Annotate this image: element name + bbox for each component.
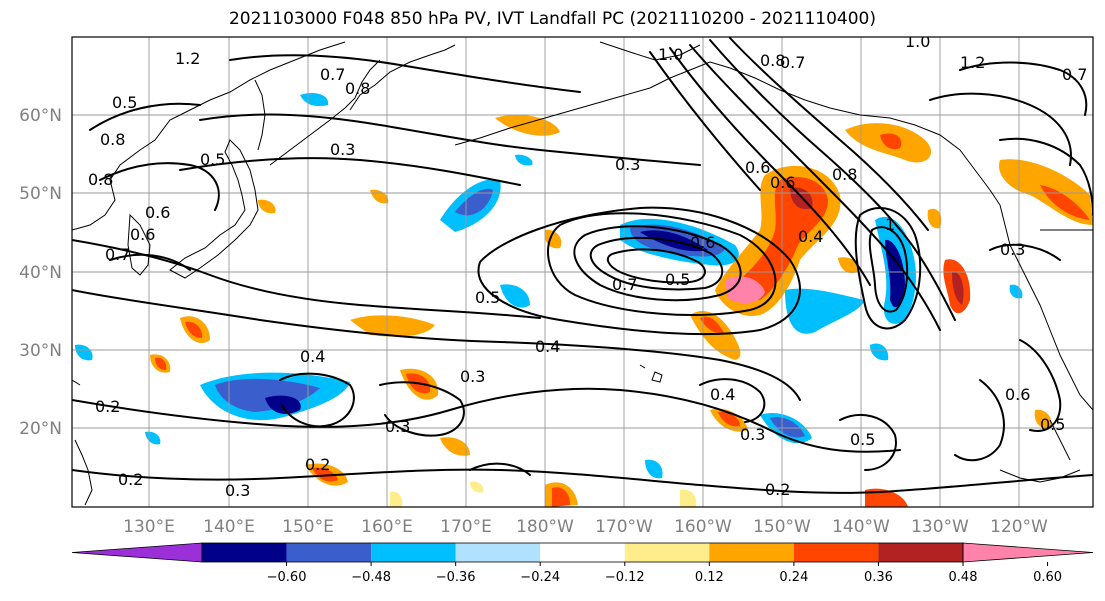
pv-contours xyxy=(72,37,1093,494)
contour-label: 0.4 xyxy=(535,337,560,356)
contour-label: 0.6 xyxy=(1005,385,1030,404)
contour-label: 0.6 xyxy=(770,173,795,192)
contour-label: 0.6 xyxy=(690,233,715,252)
contour-label: 0.8 xyxy=(88,170,113,189)
contour-label: 1 xyxy=(885,215,895,234)
contour-label: 0.7 xyxy=(320,65,345,84)
lon-label: 170°W xyxy=(595,517,653,537)
contour-label: 0.5 xyxy=(1040,415,1065,434)
contour-label: 1.2 xyxy=(175,49,200,68)
lon-label: 130°W xyxy=(911,517,969,537)
contour-label: 0.4 xyxy=(798,227,823,246)
coastlines xyxy=(72,41,1093,506)
colorbar: −0.60 −0.48 −0.36 −0.24 −0.12 0.12 0.24 0.36 0.4… xyxy=(71,542,1094,585)
contour-label: 0.2 xyxy=(765,480,790,499)
colorbar-segment xyxy=(962,542,1094,563)
colorbar-tick-label: −0.36 xyxy=(436,570,476,585)
contour-label: 1.0 xyxy=(905,32,930,51)
lat-label: 20°N xyxy=(19,419,62,439)
contour-label: 0.2 xyxy=(118,470,143,489)
contour-label: 0.3 xyxy=(330,140,355,159)
contour-label: 0.7 xyxy=(612,275,637,294)
colorbar-segment xyxy=(793,543,879,562)
contour-label: 0.4 xyxy=(710,385,735,404)
map-frame xyxy=(71,36,1094,508)
longitude-labels: 130°E 140°E 150°E 160°E 170°E 180°W 170°… xyxy=(123,517,1048,537)
contour-label: 0.5 xyxy=(850,430,875,449)
colorbar-tick-label: 0.36 xyxy=(864,570,893,585)
lon-label: 140°E xyxy=(203,517,255,537)
lon-label: 130°E xyxy=(123,517,175,537)
colorbar-segment xyxy=(455,543,541,562)
colorbar-segment xyxy=(709,543,794,562)
contour-label: 0.7 xyxy=(105,245,130,264)
contour-label: 0.5 xyxy=(665,270,690,289)
colorbar-segment xyxy=(286,543,372,562)
contour-label: 0.2 xyxy=(305,455,330,474)
colorbar-tick-label: −0.60 xyxy=(267,570,307,585)
lon-label: 180°W xyxy=(516,517,574,537)
lat-label: 60°N xyxy=(19,106,62,126)
colorbar-tick-label: 0.24 xyxy=(779,570,808,585)
contour-label: 0.8 xyxy=(832,165,857,184)
colorbar-tick-label: −0.12 xyxy=(605,570,645,585)
contour-label: 0.3 xyxy=(385,417,410,436)
lon-label: 150°E xyxy=(282,517,334,537)
colorbar-segment xyxy=(202,543,287,562)
contour-label: 0.8 xyxy=(345,79,370,98)
contour-label: 0.7 xyxy=(780,53,805,72)
colorbar-segment xyxy=(878,543,963,562)
map-title: 2021103000 F048 850 hPa PV, IVT Landfall… xyxy=(228,9,876,29)
colorbar-tick-label: 0.60 xyxy=(1033,570,1062,585)
contour-label: 0.8 xyxy=(760,51,785,70)
contour-label: 0.6 xyxy=(145,203,170,222)
colorbar-border xyxy=(201,542,964,563)
contour-label: 0.8 xyxy=(100,130,125,149)
lon-label: 160°E xyxy=(361,517,413,537)
contour-label: 0.3 xyxy=(615,155,640,174)
lon-label: 150°W xyxy=(753,517,811,537)
contour-label: 0.5 xyxy=(200,150,225,169)
colorbar-tick-label: −0.48 xyxy=(351,570,391,585)
lat-label: 30°N xyxy=(19,341,62,361)
contour-label: 0.3 xyxy=(740,425,765,444)
contour-label: 0.3 xyxy=(225,481,250,500)
contour-label: 0.6 xyxy=(130,225,155,244)
colorbar-segment xyxy=(624,543,710,562)
contour-label: 0.3 xyxy=(460,367,485,386)
contour-label: 0.5 xyxy=(112,93,137,112)
contour-label: 0.7 xyxy=(1062,65,1087,84)
latitude-labels: 60°N 50°N 40°N 30°N 20°N xyxy=(19,106,62,439)
lon-label: 140°W xyxy=(832,517,890,537)
colorbar-tick-label: 0.48 xyxy=(949,570,978,585)
lat-label: 50°N xyxy=(19,184,62,204)
contour-label: 0.3 xyxy=(1000,240,1025,259)
contour-label: 0.2 xyxy=(95,397,120,416)
contour-label: 0.5 xyxy=(475,288,500,307)
lat-label: 40°N xyxy=(19,263,62,283)
colorbar-segment xyxy=(371,543,456,562)
colorbar-segment xyxy=(71,542,203,563)
contour-label: 0.4 xyxy=(300,347,325,366)
contour-label: 1.0 xyxy=(658,45,683,64)
colorbar-tick-label: −0.24 xyxy=(520,570,560,585)
contour-label: 0.6 xyxy=(745,158,770,177)
lon-label: 160°W xyxy=(674,517,732,537)
contour-label: 1.2 xyxy=(960,53,985,72)
colorbar-tick-label: 0.12 xyxy=(695,570,724,585)
pv-contour-labels: 1.2 0.8 0.7 1.0 0.8 0.7 1.0 1.2 0.5 0.3 … xyxy=(88,32,1087,500)
lon-label: 170°E xyxy=(440,517,492,537)
lon-label: 120°W xyxy=(990,517,1048,537)
colorbar-segment xyxy=(540,543,625,562)
